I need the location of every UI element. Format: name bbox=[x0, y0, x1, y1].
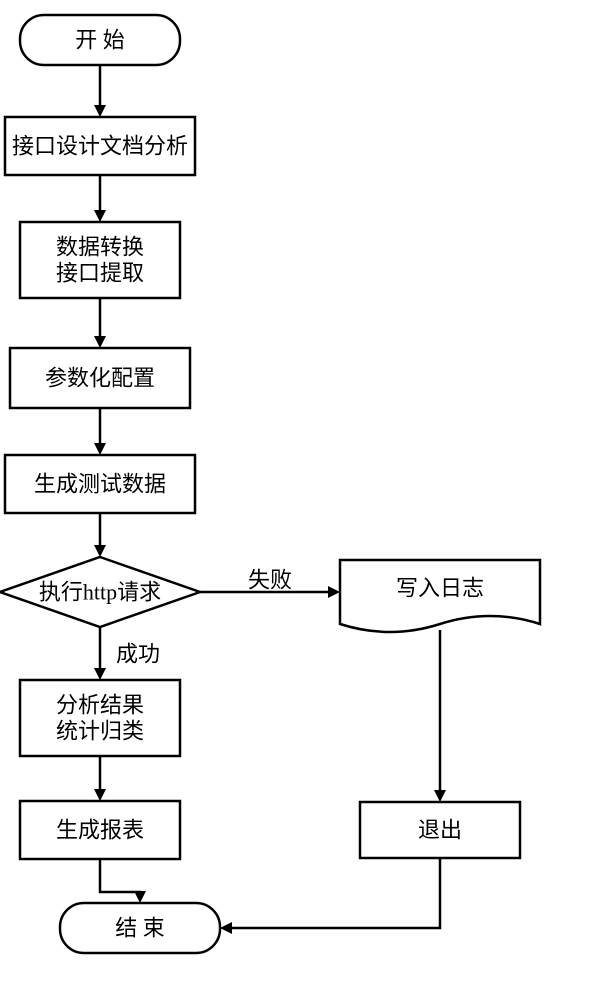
node-label: 数据转换 bbox=[56, 234, 144, 259]
node-label: 写入日志 bbox=[396, 576, 484, 601]
node-label: 统计归类 bbox=[56, 719, 144, 744]
node-label: 接口提取 bbox=[56, 261, 144, 286]
node-label: 退出 bbox=[418, 818, 462, 843]
node-label: 参数化配置 bbox=[45, 366, 155, 391]
node-label: 生成报表 bbox=[56, 818, 144, 843]
edge-label: 成功 bbox=[116, 642, 160, 667]
node-label: 结 束 bbox=[115, 916, 165, 941]
node-label: 分析结果 bbox=[56, 692, 144, 717]
node-label: 开 始 bbox=[75, 28, 125, 53]
node-label: 接口设计文档分析 bbox=[12, 134, 188, 159]
edge-label: 失败 bbox=[248, 568, 292, 593]
node-label: 执行http请求 bbox=[39, 580, 161, 605]
node-label: 生成测试数据 bbox=[34, 472, 166, 497]
